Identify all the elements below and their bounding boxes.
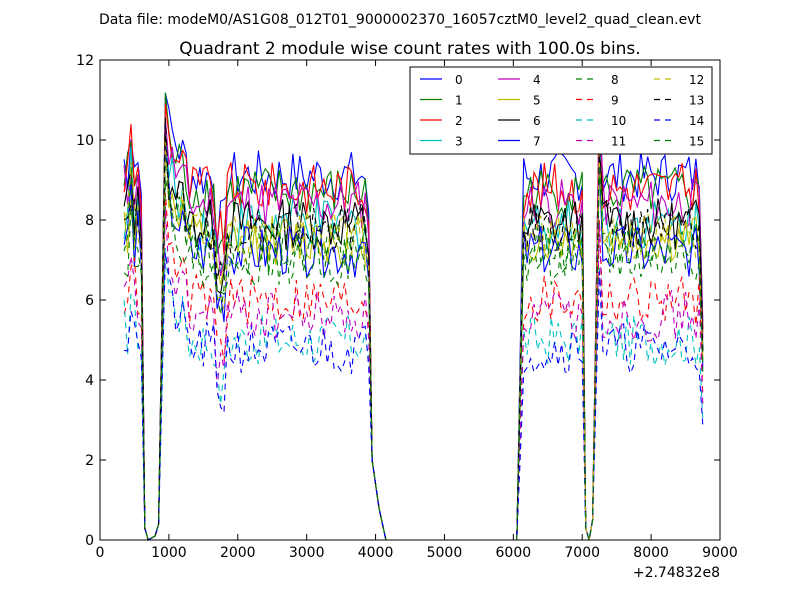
series-line-12 <box>123 142 704 541</box>
legend-label: 3 <box>455 135 463 149</box>
x-tick-label: 6000 <box>496 545 532 561</box>
legend-label: 5 <box>533 94 541 108</box>
series-line-1 <box>123 92 704 541</box>
legend-label: 14 <box>689 114 704 128</box>
series-line-15 <box>123 164 704 541</box>
x-offset-label: +2.74832e8 <box>633 565 720 581</box>
y-tick-label: 10 <box>76 133 94 149</box>
legend-label: 4 <box>533 73 541 87</box>
legend-label: 6 <box>533 114 541 128</box>
legend-label: 2 <box>455 114 463 128</box>
x-tick-label: 1000 <box>151 545 187 561</box>
x-axis: 0 1000 2000 3000 4000 5000 6000 7000 8000 9000 <box>96 60 738 561</box>
x-tick-label: 4000 <box>358 545 394 561</box>
chart-suptitle: Data file: modeM0/AS1G08_012T01_90000023… <box>99 12 701 28</box>
y-tick-label: 12 <box>76 53 94 69</box>
legend-label: 10 <box>611 114 626 128</box>
x-tick-label: 0 <box>96 545 105 561</box>
series-line-7 <box>123 146 704 541</box>
legend-label: 8 <box>611 73 619 87</box>
series-line-8 <box>123 157 704 541</box>
y-tick-label: 6 <box>85 293 94 309</box>
x-tick-label: 2000 <box>220 545 256 561</box>
x-tick-label: 5000 <box>427 545 463 561</box>
legend-label: 0 <box>455 73 463 87</box>
legend-label: 13 <box>689 94 704 108</box>
series-line-10 <box>123 248 704 541</box>
series-line-13 <box>123 117 704 541</box>
series-line-0 <box>123 93 704 541</box>
legend-label: 12 <box>689 73 704 87</box>
y-tick-label: 8 <box>85 213 94 229</box>
chart-title: Quadrant 2 module wise count rates with … <box>179 39 640 59</box>
series-line-11 <box>123 207 704 541</box>
legend-label: 1 <box>455 94 463 108</box>
y-tick-label: 2 <box>85 453 94 469</box>
legend-box <box>409 66 713 155</box>
y-tick-label: 0 <box>85 533 94 549</box>
x-tick-label: 8000 <box>633 545 669 561</box>
legend-label: 7 <box>533 135 541 149</box>
series-line-2 <box>123 94 704 541</box>
plot-lines <box>123 92 704 541</box>
y-tick-label: 4 <box>85 373 94 389</box>
legend-label: 11 <box>611 135 626 149</box>
series-line-9 <box>123 193 704 541</box>
x-tick-label: 3000 <box>289 545 325 561</box>
legend-label: 15 <box>689 135 704 149</box>
series-line-14 <box>123 252 704 541</box>
x-tick-label: 7000 <box>564 545 600 561</box>
x-tick-label: 9000 <box>702 545 738 561</box>
legend-label: 9 <box>611 94 619 108</box>
series-line-4 <box>123 117 704 541</box>
